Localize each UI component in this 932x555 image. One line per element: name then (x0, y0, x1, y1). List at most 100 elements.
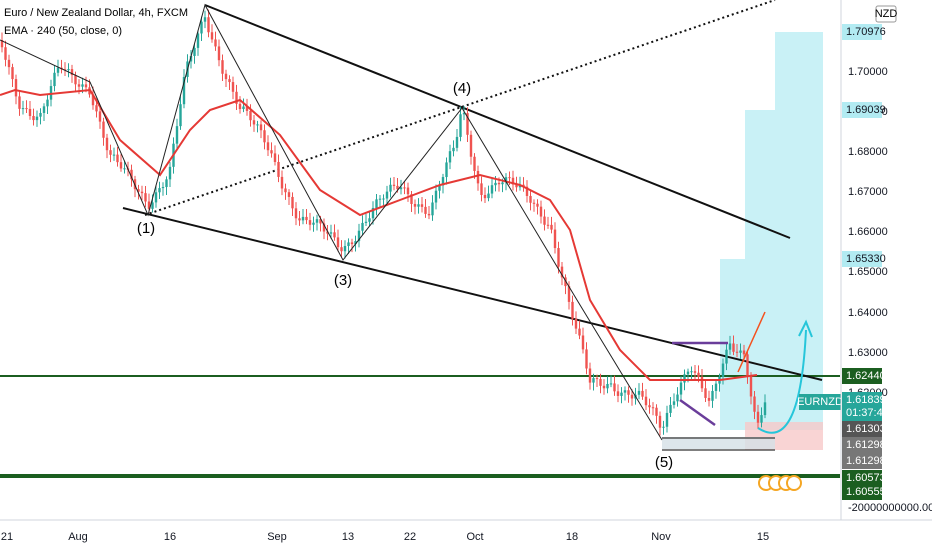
price-tag-text: 1.61298 (846, 455, 886, 467)
candle-body (581, 335, 585, 350)
candle-body (532, 202, 536, 204)
candle-body (14, 79, 18, 97)
candle-body (396, 185, 399, 190)
candle-body (189, 55, 193, 62)
breakout-line (737, 311, 766, 373)
candle-body (147, 201, 151, 209)
candle-body (347, 242, 350, 247)
price-tag-text: 1.65330 (846, 253, 886, 265)
candle-body (203, 17, 207, 22)
candle-body (123, 168, 126, 170)
candle-body (693, 371, 697, 373)
candle-body (459, 114, 462, 137)
candle-body (487, 193, 490, 199)
candle-body (480, 183, 483, 195)
candle-body (679, 382, 683, 395)
plot-area: Euro / New Zealand Dollar, 4h, FXCM EMA … (0, 0, 843, 491)
candle-body (193, 47, 196, 56)
candle-body (315, 219, 319, 223)
candle-body (294, 208, 298, 219)
pattern-line (679, 398, 716, 427)
candle-body (641, 390, 644, 397)
candle-body (672, 401, 676, 405)
candle-body (728, 343, 732, 350)
candle-body (536, 203, 539, 207)
candle-body (438, 185, 441, 191)
candle-body (746, 354, 749, 376)
candle-body (616, 391, 620, 396)
candle-body (7, 59, 11, 68)
candle-body (39, 112, 42, 117)
price-tag (842, 251, 882, 267)
candle-body (312, 222, 315, 225)
candle-body (91, 94, 95, 106)
price-tag-text: 1.60573 (846, 472, 886, 484)
candle-body (42, 106, 46, 113)
candle-body (305, 216, 308, 221)
candle-body (214, 39, 217, 47)
candle-body (67, 69, 70, 71)
candle-body (46, 99, 49, 107)
candle-body (413, 203, 417, 207)
candle-body (697, 372, 700, 377)
candle-body (231, 82, 235, 92)
candle-body (137, 189, 140, 192)
candle-body (511, 177, 515, 185)
candle-body (361, 222, 364, 231)
event-icons (758, 475, 802, 491)
candle-body (105, 137, 109, 151)
candle-body (651, 407, 655, 409)
price-tag-text: 1.61839 (846, 394, 886, 406)
candle-body (326, 231, 329, 234)
candle-body (420, 204, 424, 207)
candle-body (49, 86, 53, 100)
candle-body (53, 72, 56, 87)
candle-body (385, 191, 389, 199)
candles (0, 9, 767, 436)
candle-body (350, 242, 354, 245)
candle-body (280, 176, 284, 189)
candle-body (112, 154, 116, 156)
candle-body (210, 32, 214, 40)
candle-body (599, 378, 602, 386)
candle-body (207, 17, 210, 33)
candle-body (735, 351, 739, 353)
candle-body (627, 390, 630, 395)
candle-body (571, 301, 574, 319)
candle-body (455, 136, 459, 148)
candle-body (130, 169, 133, 180)
time-tick-label: 15 (757, 531, 769, 543)
candle-body (140, 191, 144, 194)
time-tick-label: Aug (68, 531, 88, 543)
candle-body (662, 426, 665, 428)
candle-body (410, 194, 413, 204)
candle-body (714, 383, 718, 391)
candle-body (368, 218, 371, 222)
candle-body (25, 108, 28, 110)
candle-body (165, 179, 168, 188)
currency-label[interactable]: NZD (875, 8, 898, 20)
price-tag (842, 102, 882, 118)
candle-body (462, 113, 466, 115)
candle-body (32, 116, 35, 121)
candle-body (406, 187, 410, 195)
trendline (204, 4, 791, 239)
candle-body (196, 33, 200, 48)
candle-body (732, 343, 735, 352)
time-tick-label: 13 (342, 531, 354, 543)
candle-body (263, 130, 266, 143)
candle-body (490, 185, 494, 194)
price-tick-label: 1.70000 (848, 66, 888, 78)
candle-body (725, 349, 728, 364)
trendline (122, 207, 823, 381)
candle-body (35, 116, 39, 121)
candle-body (161, 187, 165, 189)
candle-body (588, 368, 592, 383)
candle-body (357, 230, 361, 242)
currency-button[interactable] (875, 5, 897, 23)
candle-body (550, 224, 553, 230)
candle-body (0, 40, 4, 48)
zigzag (0, 3, 663, 441)
candle-body (238, 103, 242, 110)
